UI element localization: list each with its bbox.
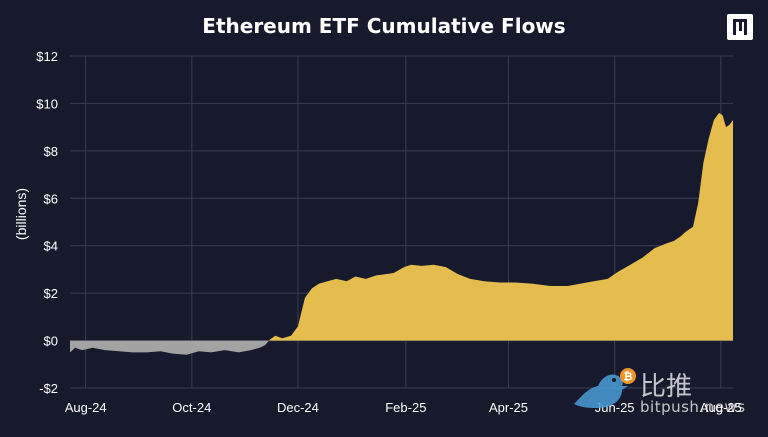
area-series bbox=[70, 112, 733, 355]
svg-text:₿: ₿ bbox=[624, 370, 633, 383]
watermark-cn: 比推 bbox=[640, 372, 693, 402]
area-negative bbox=[70, 340, 270, 355]
y-axis-ticks: -$2 $0 $2 $4 $6 $8 $10 $12 bbox=[36, 49, 58, 396]
x-axis-ticks: Aug-24 Oct-24 Dec-24 Feb-25 Apr-25 Jun-25 Aug-… bbox=[65, 400, 742, 415]
y-tick-label: $12 bbox=[36, 49, 58, 64]
y-tick-label: $8 bbox=[44, 144, 58, 159]
y-tick-label: $6 bbox=[44, 191, 58, 206]
y-tick-label: $2 bbox=[44, 286, 58, 301]
y-tick-label: $4 bbox=[44, 239, 58, 254]
area-positive bbox=[70, 112, 733, 341]
x-tick-label: Dec-24 bbox=[277, 400, 319, 415]
bird-logo-icon: ₿ bbox=[574, 368, 636, 408]
x-tick-label: Aug-25 bbox=[700, 400, 742, 415]
x-tick-label: Aug-24 bbox=[65, 400, 107, 415]
y-tick-label: $10 bbox=[36, 96, 58, 111]
x-tick-label: Apr-25 bbox=[489, 400, 528, 415]
brand-logo-icon bbox=[727, 14, 753, 40]
x-tick-label: Oct-24 bbox=[172, 400, 211, 415]
y-tick-label: -$2 bbox=[39, 381, 58, 396]
x-tick-label: Feb-25 bbox=[385, 400, 426, 415]
watermark-en: bitpush.news bbox=[640, 398, 746, 416]
y-axis-label: (billions) bbox=[13, 188, 29, 240]
chart-title: Ethereum ETF Cumulative Flows bbox=[202, 14, 566, 38]
y-tick-label: $0 bbox=[44, 334, 58, 349]
